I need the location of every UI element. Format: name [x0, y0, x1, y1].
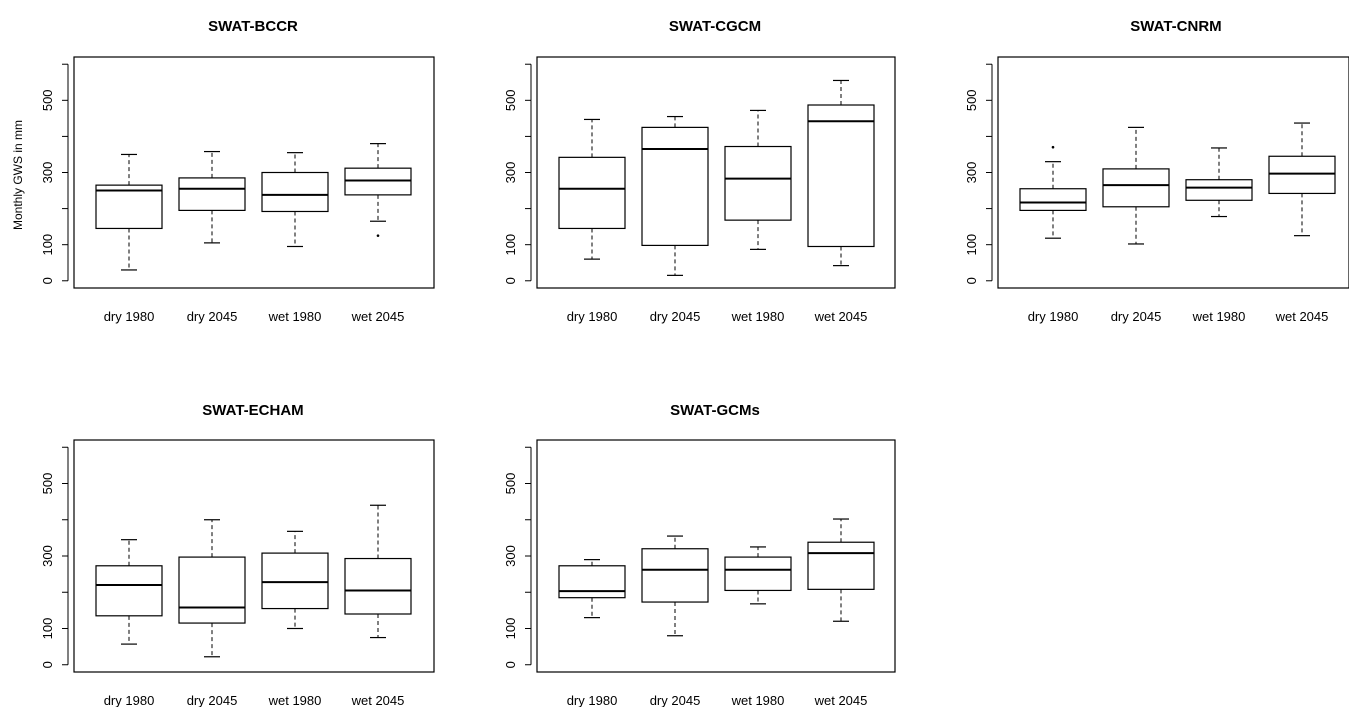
outlier-point	[376, 234, 380, 237]
box-3	[1185, 147, 1253, 218]
panel-title: SWAT-ECHAM	[202, 402, 303, 419]
box-2	[178, 150, 246, 244]
panel-swat-bccr: SWAT-BCCR Monthly GWS in mm 0 100 300 500 dr…	[11, 18, 435, 324]
iqr-box	[95, 184, 163, 230]
x-tick-label: dry 1980	[567, 309, 618, 324]
box-2	[641, 535, 709, 637]
iqr-box	[641, 126, 709, 247]
box-3	[724, 546, 792, 605]
box-3	[724, 109, 792, 250]
box-4	[807, 79, 875, 267]
panel-title: SWAT-CGCM	[669, 18, 761, 35]
iqr-box	[807, 104, 875, 248]
y-tick-label: 500	[40, 89, 55, 111]
iqr-box	[261, 552, 329, 610]
y-tick-label: 0	[503, 277, 518, 284]
x-tick-label: wet 2045	[814, 693, 868, 707]
x-tick-label: wet 2045	[351, 309, 405, 324]
y-tick-label: 100	[503, 234, 518, 256]
box-1	[95, 153, 163, 271]
iqr-box	[807, 541, 875, 590]
plot-frame	[997, 56, 1349, 289]
box-1	[95, 539, 163, 645]
box-1	[1019, 161, 1087, 239]
x-tick-label: dry 1980	[1028, 309, 1079, 324]
y-tick-label: 500	[964, 89, 979, 111]
x-tick-label: wet 1980	[731, 693, 785, 707]
x-tick-label: dry 2045	[1111, 309, 1162, 324]
x-tick-label: wet 1980	[268, 309, 322, 324]
x-tick-label: wet 2045	[1275, 309, 1329, 324]
x-tick-label: wet 2045	[351, 693, 405, 707]
plot-frame	[536, 56, 896, 289]
y-tick-label: 500	[503, 473, 518, 495]
x-tick-label: dry 2045	[650, 309, 701, 324]
y-tick-label: 300	[503, 545, 518, 567]
plot-frame	[73, 439, 435, 673]
box-4	[807, 518, 875, 622]
y-tick-label: 0	[503, 661, 518, 668]
iqr-box	[1268, 155, 1336, 195]
y-tick-label: 500	[503, 89, 518, 111]
iqr-box	[344, 557, 412, 615]
box-3	[261, 152, 329, 248]
iqr-box	[558, 565, 626, 599]
iqr-box	[1102, 168, 1170, 208]
x-tick-label: wet 1980	[1192, 309, 1246, 324]
box-2	[641, 115, 709, 276]
y-tick-label: 300	[40, 162, 55, 184]
iqr-box	[641, 548, 709, 603]
box-4	[344, 504, 412, 639]
panel-swat-cgcm: SWAT-CGCM 0 100 300 500 dry 1980 dry 2045 wet …	[503, 18, 896, 324]
iqr-box	[178, 177, 246, 211]
y-tick-label: 0	[40, 277, 55, 284]
x-tick-label: dry 2045	[650, 693, 701, 707]
x-tick-label: dry 1980	[104, 693, 155, 707]
iqr-box	[178, 556, 246, 624]
x-tick-label: wet 2045	[814, 309, 868, 324]
x-tick-label: wet 1980	[268, 693, 322, 707]
box-1	[558, 559, 626, 619]
x-tick-label: dry 2045	[187, 693, 238, 707]
plot-frame	[536, 439, 896, 673]
box-3	[261, 530, 329, 630]
x-tick-label: dry 1980	[104, 309, 155, 324]
x-tick-label: dry 2045	[187, 309, 238, 324]
iqr-box	[1185, 179, 1253, 201]
panel-swat-gcms: SWAT-GCMs 0 100 300 500 dry 1980 dry 2045 wet …	[503, 402, 896, 707]
y-tick-label: 100	[40, 618, 55, 640]
panel-title: SWAT-GCMs	[670, 402, 760, 419]
y-tick-label: 0	[40, 661, 55, 668]
iqr-box	[724, 556, 792, 592]
box-1	[558, 118, 626, 260]
iqr-box	[95, 565, 163, 617]
panel-swat-echam: SWAT-ECHAM 0 100 300 500 dry 1980 dry 2045 wet…	[40, 402, 435, 707]
plot-frame	[73, 56, 435, 289]
x-tick-label: dry 1980	[567, 693, 618, 707]
y-tick-label: 0	[964, 277, 979, 284]
outlier-point	[1051, 145, 1055, 149]
panel-title: SWAT-CNRM	[1130, 18, 1221, 35]
y-tick-label: 300	[503, 162, 518, 184]
iqr-box	[558, 156, 626, 230]
panel-swat-cnrm: SWAT-CNRM 0 100 300 500 dry 1980 dry 2045 wet …	[964, 18, 1349, 324]
box-2	[178, 519, 246, 658]
box-4	[344, 143, 412, 222]
iqr-box	[1019, 188, 1087, 211]
y-tick-label: 100	[503, 618, 518, 640]
y-tick-label: 100	[964, 234, 979, 256]
box-4	[1268, 122, 1336, 237]
box-2	[1102, 126, 1170, 245]
x-tick-label: wet 1980	[731, 309, 785, 324]
iqr-box	[261, 171, 329, 213]
y-tick-label: 300	[40, 545, 55, 567]
panel-title: SWAT-BCCR	[208, 18, 298, 35]
y-tick-label: 500	[40, 473, 55, 495]
y-tick-label: 300	[964, 162, 979, 184]
y-axis-label: Monthly GWS in mm	[11, 120, 25, 230]
iqr-box	[344, 167, 412, 196]
iqr-box	[724, 145, 792, 221]
y-tick-label: 100	[40, 234, 55, 256]
